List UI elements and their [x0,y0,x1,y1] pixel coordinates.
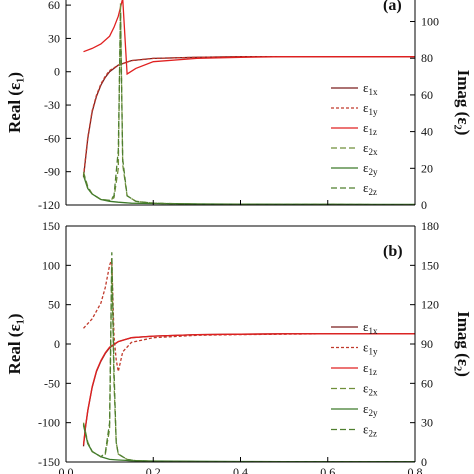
y2-tick-label: 0 [421,455,427,469]
y-tick-label: 60 [48,0,60,12]
y2-tick-label: 0 [421,198,427,212]
y-tick-label: 100 [42,258,60,272]
legend-label-ε2z: ε2z [363,422,377,439]
series-line-ε1z [82,333,415,445]
legend-label-ε1x: ε1x [363,80,378,97]
y-tick-label: -50 [44,376,60,390]
series-line-ε1y [82,56,415,177]
x-tick-label: 0.4 [233,465,248,474]
legend-label-ε2y: ε2y [363,160,378,177]
y-axis-label: Real (ε₁) [5,314,24,375]
x-tick-label: 0.6 [320,465,335,474]
panel-label: (b) [383,243,403,260]
y-tick-label: -30 [44,98,60,112]
y2-tick-label: 60 [421,88,433,102]
y2-tick-label: 100 [421,15,439,29]
legend-label-ε1z: ε1z [363,360,377,377]
y-tick-label: -60 [44,131,60,145]
y2-tick-label: 20 [421,161,433,175]
y-tick-label: 0 [54,65,60,79]
y2-tick-label: 60 [421,376,433,390]
y-axis-label: Real (ε₁) [5,72,24,133]
y2-tick-label: 80 [421,51,433,65]
x-tick-label: 0.8 [408,465,423,474]
y2-axis-label: Imag (ε₂) [454,70,473,136]
y2-tick-label: 40 [421,125,433,139]
y2-tick-label: 150 [421,258,439,272]
legend-label-ε1y: ε1y [363,100,378,117]
series-line-ε1z [83,0,415,76]
legend-label-ε1z: ε1z [363,120,377,137]
y2-tick-label: 120 [421,298,439,312]
y-tick-label: 0 [54,337,60,351]
y-tick-label: -100 [38,416,60,430]
y-tick-label: -150 [38,455,60,469]
panel-a: -120 -90 -60 -30 0 30 60 0 20 40 60 80 100 Real (ε₁) I… [5,0,473,212]
series-line-ε1y [83,258,415,372]
y-tick-label: 50 [48,298,60,312]
y2-tick-label: 30 [421,416,433,430]
series-line-ε2y [82,175,415,205]
legend-label-ε1x: ε1x [363,319,378,336]
x-tick-label: 0.0 [59,465,74,474]
x-tick-label: 0.2 [146,465,161,474]
legend-label-ε2x: ε2x [363,140,378,157]
y-tick-label: 150 [42,219,60,233]
legend-label-ε2x: ε2x [363,381,378,398]
series-group [82,0,415,205]
legend-label-ε2y: ε2y [363,401,378,418]
legend-label-ε2z: ε2z [363,180,377,197]
y2-tick-label: 180 [421,219,439,233]
y-tick-label: 30 [48,31,60,45]
series-line-ε2z [82,12,415,205]
y2-axis-label: Imag (ε₂) [454,311,473,377]
y-tick-label: -120 [38,198,60,212]
legend-label-ε1y: ε1y [363,340,378,357]
panel-b: -150 -100 -50 0 50 100 150 0 30 60 90 120 150 180 0.0 0… [5,219,473,474]
panel-label: (a) [383,0,402,14]
y2-tick-label: 90 [421,337,433,351]
y-tick-label: -90 [44,165,60,179]
